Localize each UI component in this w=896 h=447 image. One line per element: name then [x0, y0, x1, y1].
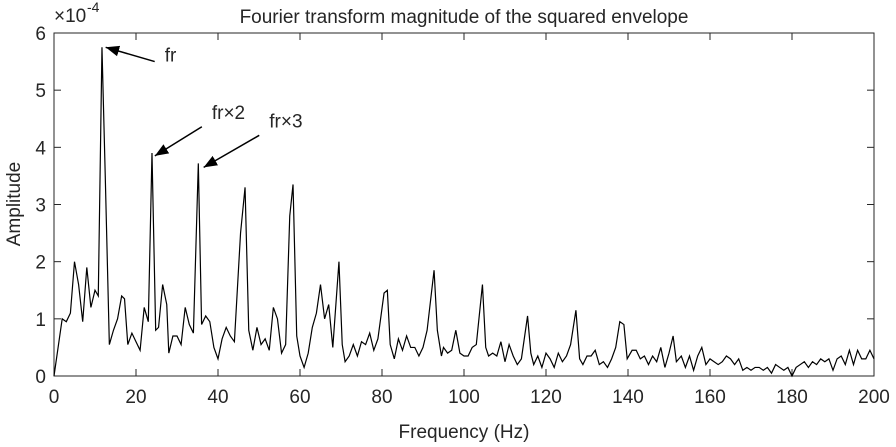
- y-tick-label: 5: [35, 81, 46, 102]
- x-tick-label: 160: [694, 387, 726, 408]
- x-tick-label: 100: [448, 387, 480, 408]
- x-tick-label: 40: [207, 387, 228, 408]
- x-tick-label: 120: [530, 387, 562, 408]
- annotation-arrow: [105, 45, 155, 63]
- annotation-label: fr×3: [269, 111, 302, 132]
- annotation-arrow: [154, 126, 203, 157]
- annotation-arrow: [203, 134, 260, 168]
- annotation-label: fr: [165, 46, 177, 67]
- plot-frame: [53, 32, 875, 377]
- y-axis-label: Amplitude: [4, 162, 25, 247]
- x-tick-label: 20: [125, 387, 146, 408]
- y-tick-label: 0: [35, 367, 46, 388]
- y-tick-label: 3: [35, 196, 46, 217]
- x-tick-label: 140: [612, 387, 644, 408]
- x-tick-label: 60: [289, 387, 310, 408]
- y-tick-label: 4: [35, 138, 46, 159]
- y-multiplier: ×10: [54, 6, 86, 27]
- x-tick-label: 0: [49, 387, 60, 408]
- y-tick-label: 6: [35, 24, 46, 45]
- annotation-label: fr×2: [212, 103, 245, 124]
- x-tick-label: 200: [858, 387, 890, 408]
- y-tick-label: 2: [35, 253, 46, 274]
- x-tick-label: 180: [776, 387, 808, 408]
- spectrum-line: [53, 47, 875, 378]
- x-tick-label: 80: [371, 387, 392, 408]
- y-tick-label: 1: [35, 310, 46, 331]
- x-axis-label: Frequency (Hz): [399, 422, 530, 443]
- y-multiplier-exponent: -4: [87, 0, 100, 15]
- chart-title: Fourier transform magnitude of the squar…: [240, 7, 689, 28]
